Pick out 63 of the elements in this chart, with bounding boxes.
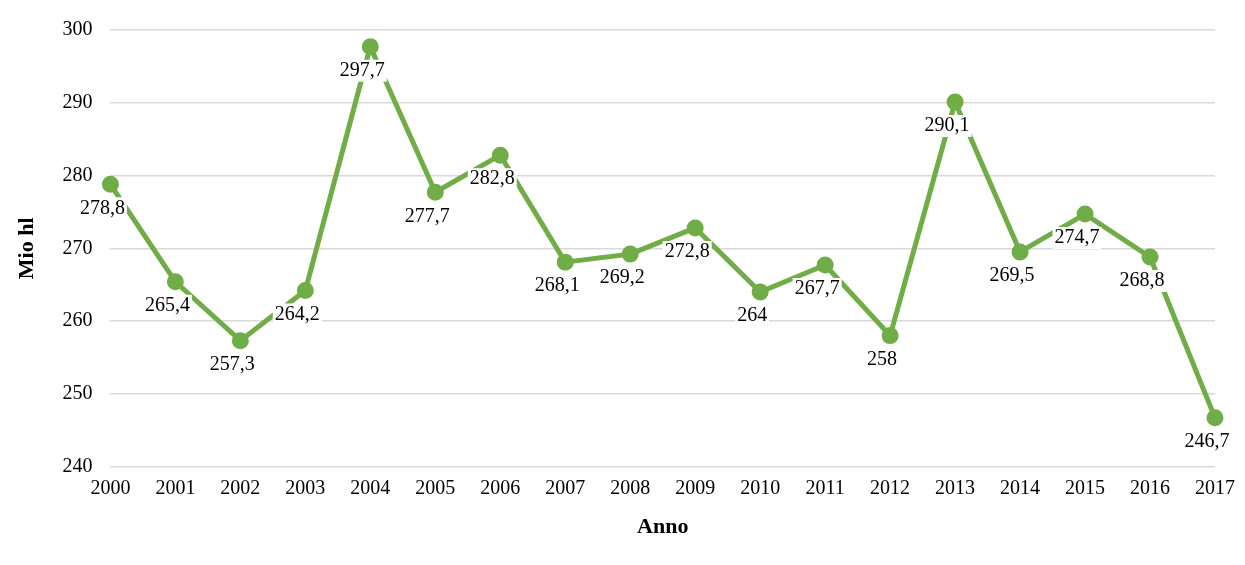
x-tick-label: 2007 [545, 475, 586, 498]
data-label: 297,7 [339, 57, 385, 80]
x-tick-label: 2011 [805, 475, 845, 498]
x-tick-label: 2012 [870, 475, 911, 498]
point [556, 253, 574, 271]
data-label: 269,5 [989, 263, 1035, 286]
x-tick-label: 2013 [935, 475, 976, 498]
data-label: 264 [737, 303, 768, 326]
point [1206, 409, 1224, 427]
x-tick-label: 2010 [740, 475, 781, 498]
data-label: 272,8 [664, 239, 710, 262]
data-label: 246,7 [1184, 429, 1230, 452]
point [426, 183, 444, 201]
x-tick-label: 2003 [285, 475, 326, 498]
data-label: 277,7 [404, 203, 450, 226]
point [621, 245, 639, 263]
data-label: 290,1 [924, 113, 970, 136]
x-tick-label: 2005 [415, 475, 456, 498]
point [101, 175, 119, 193]
point [686, 219, 704, 237]
point [881, 327, 899, 345]
x-tick-label: 2004 [350, 475, 391, 498]
point [166, 273, 184, 291]
data-label: 278,8 [79, 195, 125, 218]
data-label: 269,2 [599, 265, 645, 288]
point [751, 283, 769, 301]
point [491, 146, 509, 164]
y-tick-label: 280 [62, 162, 93, 185]
y-axis-title: Mio hl [12, 217, 38, 280]
y-tick-label: 270 [62, 235, 93, 258]
y-tick-label: 240 [62, 453, 93, 476]
data-label: 257,3 [209, 351, 255, 374]
y-tick-label: 290 [62, 90, 93, 113]
x-tick-label: 2008 [610, 475, 651, 498]
x-tick-label: 2000 [90, 475, 131, 498]
data-label: 268,1 [534, 273, 580, 296]
y-tick-label: 260 [62, 308, 93, 331]
data-label: 274,7 [1054, 225, 1100, 248]
x-tick-label: 2017 [1195, 475, 1235, 498]
point [1076, 205, 1094, 223]
point [1141, 248, 1159, 266]
point [1011, 243, 1029, 261]
x-tick-label: 2016 [1130, 475, 1171, 498]
point [231, 332, 249, 350]
data-label: 282,8 [469, 166, 515, 189]
x-tick-label: 2006 [480, 475, 521, 498]
y-tick-label: 300 [62, 17, 93, 40]
data-label: 268,8 [1119, 268, 1165, 291]
point [296, 282, 314, 300]
x-tick-label: 2014 [1000, 475, 1041, 498]
data-label: 264,2 [274, 301, 320, 324]
data-label: 265,4 [144, 293, 190, 316]
x-tick-label: 2009 [675, 475, 716, 498]
point [816, 256, 834, 274]
point [946, 93, 964, 111]
x-tick-label: 2015 [1065, 475, 1106, 498]
x-tick-label: 2002 [220, 475, 261, 498]
x-axis-title: Anno [637, 513, 689, 539]
y-tick-label: 250 [62, 381, 93, 404]
data-label: 267,7 [794, 276, 840, 299]
data-label: 258 [867, 346, 898, 369]
point [361, 38, 379, 56]
x-tick-label: 2001 [155, 475, 196, 498]
